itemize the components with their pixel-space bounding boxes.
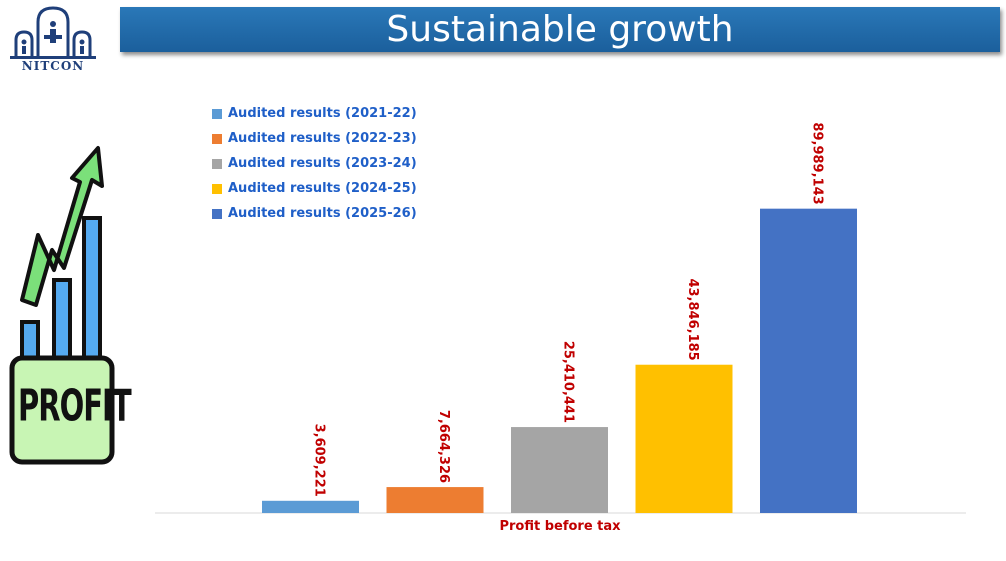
legend-swatch (212, 133, 222, 144)
data-label-5: 89,989,143 (810, 122, 825, 204)
data-label-2: 7,664,326 (436, 410, 451, 483)
profit-illustration: PROFIT (8, 140, 132, 470)
legend-item-5: Audited results (2025-26) (212, 201, 417, 226)
legend-item-2: Audited results (2022-23) (212, 126, 417, 151)
logo-text: NITCON (21, 59, 85, 73)
legend-item-4: Audited results (2024-25) (212, 176, 417, 201)
bar-4 (635, 364, 733, 513)
profit-growth-icon (9, 146, 115, 465)
data-label-3: 25,410,441 (561, 341, 576, 423)
page-title: Sustainable growth (386, 9, 734, 50)
legend-swatch (212, 108, 222, 119)
legend-label: Audited results (2022-23) (228, 131, 417, 146)
bar-3 (511, 427, 608, 513)
legend-swatch (212, 158, 222, 169)
chart-legend: Audited results (2021-22) Audited results… (212, 101, 417, 226)
legend-item-3: Audited results (2023-24) (212, 151, 417, 176)
bar-5 (760, 208, 857, 513)
legend-swatch (212, 208, 222, 219)
legend-label: Audited results (2021-22) (228, 106, 417, 121)
x-axis-label: Profit before tax (499, 519, 621, 534)
nitcon-logo: NITCON (6, 2, 100, 73)
bar-1 (262, 500, 359, 513)
bar-2 (386, 487, 484, 513)
legend-item-1: Audited results (2021-22) (212, 101, 417, 126)
legend-label: Audited results (2025-26) (228, 206, 417, 221)
bar-group: 3,609,221 7,664,326 25,410,441 43,846,185 89… (262, 122, 857, 513)
data-label-4: 43,846,185 (685, 278, 700, 360)
legend-swatch (212, 183, 222, 194)
title-banner: Sustainable growth (120, 7, 1000, 52)
building-logo-icon (10, 6, 96, 59)
legend-label: Audited results (2024-25) (228, 181, 417, 196)
data-label-1: 3,609,221 (312, 424, 327, 497)
legend-label: Audited results (2023-24) (228, 156, 417, 171)
